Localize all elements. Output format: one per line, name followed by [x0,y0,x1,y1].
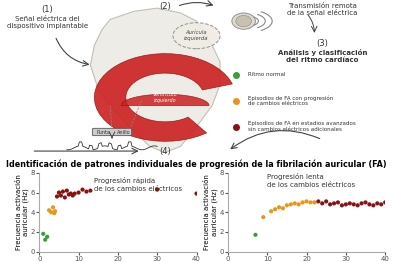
FancyBboxPatch shape [92,128,132,136]
Point [378,202,384,206]
Ellipse shape [232,13,255,29]
Text: (4): (4) [159,146,171,156]
Polygon shape [94,54,232,141]
Point [64,189,70,193]
Point [54,194,60,199]
Point [354,203,361,208]
Ellipse shape [173,23,220,49]
Point [48,210,54,214]
Point [303,199,310,204]
Point [276,205,282,209]
Text: Punta: Punta [96,130,110,135]
Point [323,199,329,204]
Point [83,189,90,194]
Point [366,202,373,206]
Point [193,192,200,196]
Point [311,200,318,204]
Text: Anillo: Anillo [117,130,131,135]
Point [280,206,286,210]
Point [252,233,259,237]
Point [87,189,94,193]
Point [44,235,50,239]
Point [319,201,325,205]
Y-axis label: Frecuencia activación
auricular (Hz): Frecuencia activación auricular (Hz) [204,174,218,250]
Point [331,201,337,205]
Point [288,202,294,206]
Text: (3): (3) [316,39,328,48]
Text: Episodios de FA con progresión
de cambios eléctricos: Episodios de FA con progresión de cambio… [248,95,333,106]
Point [351,202,357,206]
Text: Transmisión remota
de la señal eléctrica: Transmisión remota de la señal eléctrica [287,3,358,16]
Point [42,238,48,242]
Point [70,193,76,198]
Point [370,203,376,208]
Point [307,200,314,204]
Text: (1): (1) [41,5,53,14]
Point [374,201,380,205]
Point [347,201,353,205]
Point [362,200,369,204]
Text: Señal eléctrica del
dispositivo implantable: Señal eléctrica del dispositivo implanta… [7,16,88,29]
Point [66,192,72,196]
Point [52,209,58,213]
Point [58,193,64,198]
Ellipse shape [236,15,252,27]
Point [268,209,274,213]
Point [272,207,278,211]
Point [260,215,266,219]
Point [292,201,298,205]
Point [296,202,302,206]
Point [335,200,341,204]
Point [382,200,388,204]
Point [46,208,52,212]
Point [343,202,349,206]
Point [51,211,57,215]
Point [339,203,345,208]
Point [75,190,82,195]
Point [68,192,74,196]
Point [56,190,62,195]
Point [284,203,290,208]
Point [358,201,365,205]
Text: Progresión lenta
de los cambios eléctricos: Progresión lenta de los cambios eléctric… [267,173,355,188]
Point [154,188,160,192]
Text: Ventrículo
izquierdo: Ventrículo izquierdo [153,92,177,103]
Text: Progresión rápida
de los cambios eléctricos: Progresión rápida de los cambios eléctri… [94,177,182,192]
Point [72,192,78,196]
Point [315,199,321,204]
Text: Aurícula
izquierda: Aurícula izquierda [184,30,209,41]
Text: Identificación de patrones individuales de progresión de la fibrilación auricula: Identificación de patrones individuales … [6,160,387,169]
PathPatch shape [90,8,220,153]
Text: Episodios de FA en estadios avanzados
sin cambios eléctricos adicionales: Episodios de FA en estadios avanzados si… [248,121,355,132]
Text: Ritmo normal: Ritmo normal [248,72,285,77]
Y-axis label: Frecuencia activación
auricular (Hz): Frecuencia activación auricular (Hz) [16,174,29,250]
Text: Análisis y clasificación
del ritmo cardíaco: Análisis y clasificación del ritmo cardí… [277,49,367,63]
Point [62,195,68,200]
Polygon shape [121,94,209,106]
Point [60,189,66,194]
Point [79,188,86,192]
Point [327,202,333,206]
Text: (2): (2) [159,2,171,11]
Point [299,200,306,204]
Point [50,205,56,209]
Point [40,232,46,236]
